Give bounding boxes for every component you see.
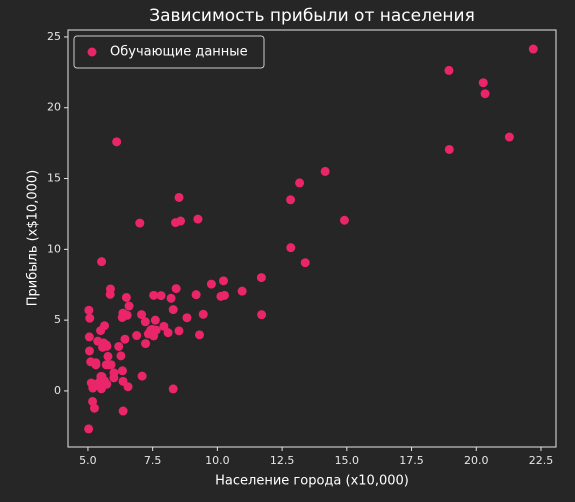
point <box>121 292 131 302</box>
x-tick-label: 20.0 <box>464 454 489 467</box>
point <box>218 276 228 286</box>
y-tick-label: 25 <box>47 30 61 43</box>
point <box>122 310 132 320</box>
x-tick-label: 12.5 <box>270 454 295 467</box>
chart-title: Зависимость прибыли от населения <box>149 6 475 26</box>
point <box>191 290 201 300</box>
point <box>163 328 173 338</box>
x-tick-label: 22.5 <box>529 454 554 467</box>
point <box>174 326 184 336</box>
point <box>94 377 104 387</box>
legend-marker <box>87 47 97 57</box>
point <box>97 257 107 267</box>
point <box>480 89 490 99</box>
point <box>85 313 95 323</box>
point <box>150 315 160 325</box>
point <box>140 317 150 327</box>
x-tick-label: 17.5 <box>399 454 424 467</box>
point <box>109 373 119 383</box>
point <box>103 351 113 361</box>
legend-label: Обучающие данные <box>110 45 248 60</box>
point <box>176 216 186 226</box>
point <box>193 214 203 224</box>
point <box>300 258 310 268</box>
point <box>198 309 208 319</box>
y-axis-label: Прибыль (x$10,000) <box>26 170 41 306</box>
point <box>118 406 128 416</box>
y-tick-label: 5 <box>54 313 61 326</box>
point <box>84 332 94 342</box>
point <box>91 358 101 368</box>
point <box>149 290 159 300</box>
point <box>156 291 166 301</box>
point <box>101 360 111 370</box>
point <box>105 284 115 294</box>
point <box>89 403 99 413</box>
point <box>504 132 514 142</box>
point <box>286 195 296 205</box>
point <box>137 310 147 320</box>
point <box>124 301 134 311</box>
point <box>295 178 305 188</box>
point <box>135 218 145 228</box>
point <box>339 215 349 225</box>
y-tick-label: 15 <box>47 172 61 185</box>
point <box>256 273 266 283</box>
point <box>444 144 454 154</box>
point <box>118 376 128 386</box>
point <box>88 383 98 393</box>
point <box>286 243 296 253</box>
point <box>528 44 538 54</box>
point <box>84 346 94 356</box>
point <box>168 305 178 315</box>
x-tick-label: 5.0 <box>79 454 97 467</box>
y-tick-label: 20 <box>47 101 61 114</box>
legend-box <box>73 35 265 69</box>
point <box>151 325 161 335</box>
y-tick-label: 10 <box>47 242 61 255</box>
y-tick-label: 0 <box>54 384 61 397</box>
point <box>132 331 142 341</box>
plot-frame <box>67 29 557 448</box>
point <box>112 137 122 147</box>
point <box>174 192 184 202</box>
x-axis-label: Население города (x10,000) <box>215 474 409 489</box>
point <box>159 321 169 331</box>
point <box>84 424 94 434</box>
point <box>166 293 176 303</box>
point <box>237 286 247 296</box>
point <box>114 341 124 351</box>
point <box>84 305 94 315</box>
point <box>99 338 109 348</box>
point <box>88 396 98 406</box>
point <box>168 384 178 394</box>
point <box>219 290 229 300</box>
point <box>141 339 151 349</box>
x-tick-label: 10.0 <box>205 454 230 467</box>
point <box>99 321 109 331</box>
point <box>116 351 126 361</box>
point <box>320 166 330 176</box>
point <box>120 334 130 344</box>
point <box>195 330 205 340</box>
point <box>257 310 267 320</box>
point <box>182 313 192 323</box>
point <box>171 284 181 294</box>
point <box>117 366 127 376</box>
point <box>137 371 147 381</box>
x-tick-label: 15.0 <box>335 454 360 467</box>
x-tick-label: 7.5 <box>144 454 162 467</box>
point <box>444 65 454 75</box>
point <box>206 279 216 289</box>
point <box>478 78 488 88</box>
